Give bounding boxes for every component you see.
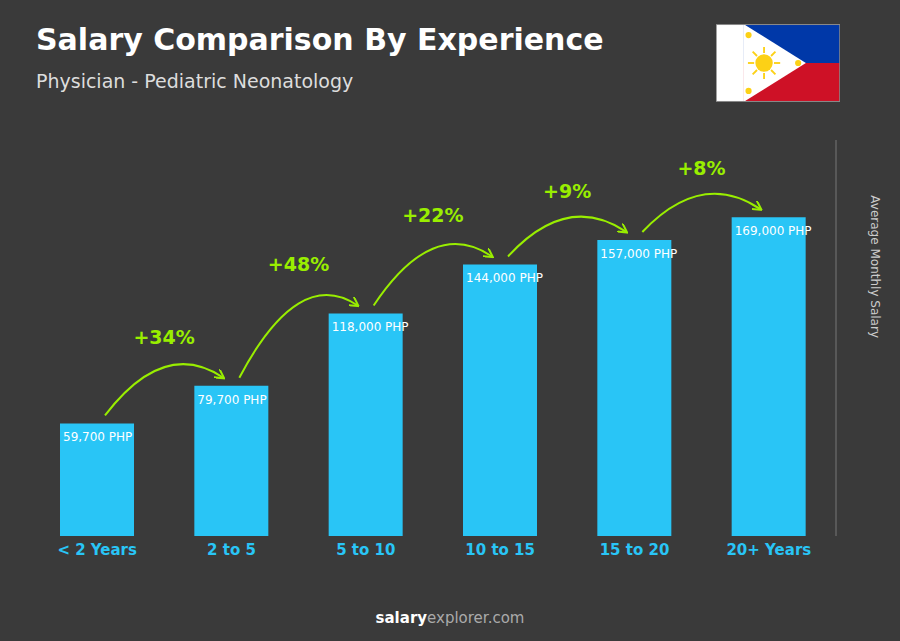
svg-text:+34%: +34% — [133, 326, 194, 348]
svg-text:< 2 Years: < 2 Years — [57, 541, 137, 559]
svg-text:5 to 10: 5 to 10 — [336, 541, 395, 559]
svg-text:169,000 PHP: 169,000 PHP — [735, 224, 812, 238]
html-text:salary explorer.com: salary explorer.com — [375, 609, 525, 627]
html-text:Salary Comparison By Experienc: Salary Comparison By Experience — [36, 22, 604, 57]
svg-text:59,700 PHP: 59,700 PHP — [63, 430, 132, 444]
html-text:Physician - Pediatric Neonatol: Physician - Pediatric Neonatology — [36, 70, 354, 92]
svg-text:10 to 15: 10 to 15 — [465, 541, 535, 559]
svg-text:144,000 PHP: 144,000 PHP — [466, 271, 543, 285]
svg-text:Average Monthly Salary: Average Monthly Salary — [868, 195, 882, 338]
svg-text:+48%: +48% — [268, 253, 329, 275]
svg-text:+8%: +8% — [677, 157, 725, 179]
svg-text:2 to 5: 2 to 5 — [207, 541, 256, 559]
svg-text:+9%: +9% — [543, 180, 591, 202]
svg-text:157,000 PHP: 157,000 PHP — [600, 247, 677, 261]
svg-text:79,700 PHP: 79,700 PHP — [197, 393, 266, 407]
svg-text:118,000 PHP: 118,000 PHP — [332, 320, 409, 334]
svg-text:15 to 20: 15 to 20 — [600, 541, 670, 559]
svg-text:+22%: +22% — [402, 204, 463, 226]
svg-text:20+ Years: 20+ Years — [726, 541, 811, 559]
